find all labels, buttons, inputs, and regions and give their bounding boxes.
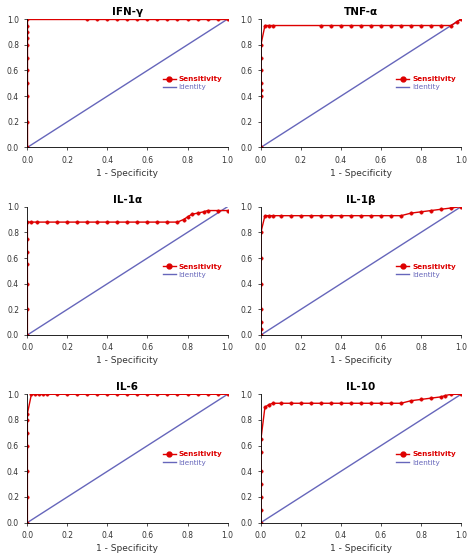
Title: IL-1β: IL-1β bbox=[346, 194, 376, 204]
X-axis label: 1 - Specificity: 1 - Specificity bbox=[330, 357, 392, 366]
X-axis label: 1 - Specificity: 1 - Specificity bbox=[97, 169, 158, 178]
X-axis label: 1 - Specificity: 1 - Specificity bbox=[330, 169, 392, 178]
Title: IFN-γ: IFN-γ bbox=[112, 7, 143, 17]
X-axis label: 1 - Specificity: 1 - Specificity bbox=[97, 357, 158, 366]
Title: TNF-α: TNF-α bbox=[344, 7, 378, 17]
Legend: Sensitivity, Identity: Sensitivity, Identity bbox=[395, 450, 457, 467]
Title: IL-10: IL-10 bbox=[346, 382, 375, 392]
Title: IL-6: IL-6 bbox=[117, 382, 138, 392]
Legend: Sensitivity, Identity: Sensitivity, Identity bbox=[161, 262, 224, 279]
Legend: Sensitivity, Identity: Sensitivity, Identity bbox=[395, 74, 457, 92]
Legend: Sensitivity, Identity: Sensitivity, Identity bbox=[161, 74, 224, 92]
Legend: Sensitivity, Identity: Sensitivity, Identity bbox=[395, 262, 457, 279]
Legend: Sensitivity, Identity: Sensitivity, Identity bbox=[161, 450, 224, 467]
X-axis label: 1 - Specificity: 1 - Specificity bbox=[330, 544, 392, 553]
X-axis label: 1 - Specificity: 1 - Specificity bbox=[97, 544, 158, 553]
Title: IL-1α: IL-1α bbox=[113, 194, 142, 204]
